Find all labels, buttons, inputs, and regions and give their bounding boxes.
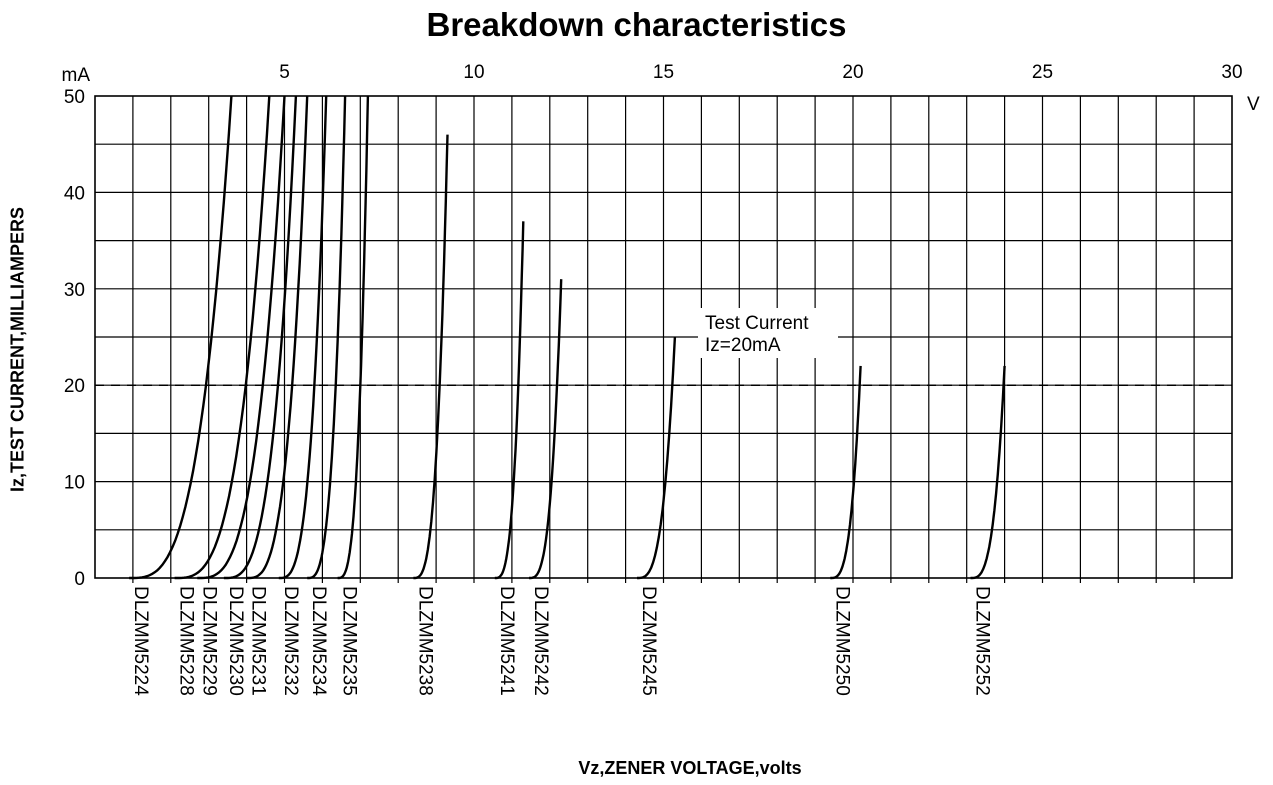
device-label: DLZMM5224 [130, 586, 151, 696]
y-tick-label: 20 [64, 376, 85, 397]
x-unit-label: V [1247, 94, 1260, 115]
annotation-box [698, 308, 838, 358]
device-label: DLZMM5230 [225, 586, 246, 696]
device-label: DLZMM5228 [176, 586, 197, 696]
device-label: DLZMM5238 [414, 586, 435, 696]
axes: 0 10 20 30 40 50 5 10 15 20 25 30 mA V [62, 62, 1261, 590]
device-label: DLZMM5232 [280, 586, 301, 696]
chart-title: Breakdown characteristics [426, 6, 847, 43]
x-tick-label: 15 [653, 62, 674, 83]
device-label: DLZMM5234 [308, 586, 329, 696]
y-tick-label: 50 [64, 87, 85, 108]
x-tick-label: 25 [1032, 62, 1053, 83]
device-label: DLZMM5252 [971, 586, 992, 696]
series-curve [413, 134, 449, 580]
series-curve [830, 365, 862, 580]
series-curve [307, 95, 347, 580]
series-curve [278, 95, 328, 580]
y-tick-label: 40 [64, 183, 85, 204]
device-label: DLZMM5229 [198, 586, 219, 696]
series-curve [494, 221, 525, 580]
x-tick-label: 30 [1221, 62, 1242, 83]
y-axis-label: Iz,TEST CURRENT,MILLIAMPERS [7, 207, 28, 493]
x-tick-label: 20 [842, 62, 863, 83]
annotation-text: Iz=20mA [705, 335, 781, 356]
series-curve [197, 95, 286, 580]
device-label: DLZMM5250 [831, 586, 852, 696]
series-curve [129, 95, 233, 580]
device-label: DLZMM5235 [339, 586, 360, 696]
device-label: DLZMM5231 [248, 586, 269, 696]
series-curve [970, 365, 1006, 580]
device-label: DLZMM5242 [530, 586, 551, 696]
series-curve [174, 95, 271, 580]
device-labels: DLZMM5224 DLZMM5228 DLZMM5229 DLZMM5230 DLZM… [130, 586, 992, 696]
device-label: DLZMM5245 [638, 586, 659, 696]
x-tick-label: 5 [279, 62, 290, 83]
series-curve [337, 95, 370, 580]
y-tick-label: 0 [74, 569, 85, 590]
annotation-text: Test Current [705, 313, 809, 334]
y-tick-label: 30 [64, 280, 85, 301]
y-tick-label: 10 [64, 473, 85, 494]
y-unit-label: mA [62, 65, 91, 86]
x-tick-label: 10 [463, 62, 484, 83]
x-axis-label: Vz,ZENER VOLTAGE,volts [578, 758, 802, 778]
series-curve [223, 95, 298, 580]
series-curve [529, 279, 563, 580]
series-curve [246, 95, 309, 580]
series-curves [129, 95, 1006, 580]
device-label: DLZMM5241 [496, 586, 517, 696]
series-curve [637, 336, 677, 580]
